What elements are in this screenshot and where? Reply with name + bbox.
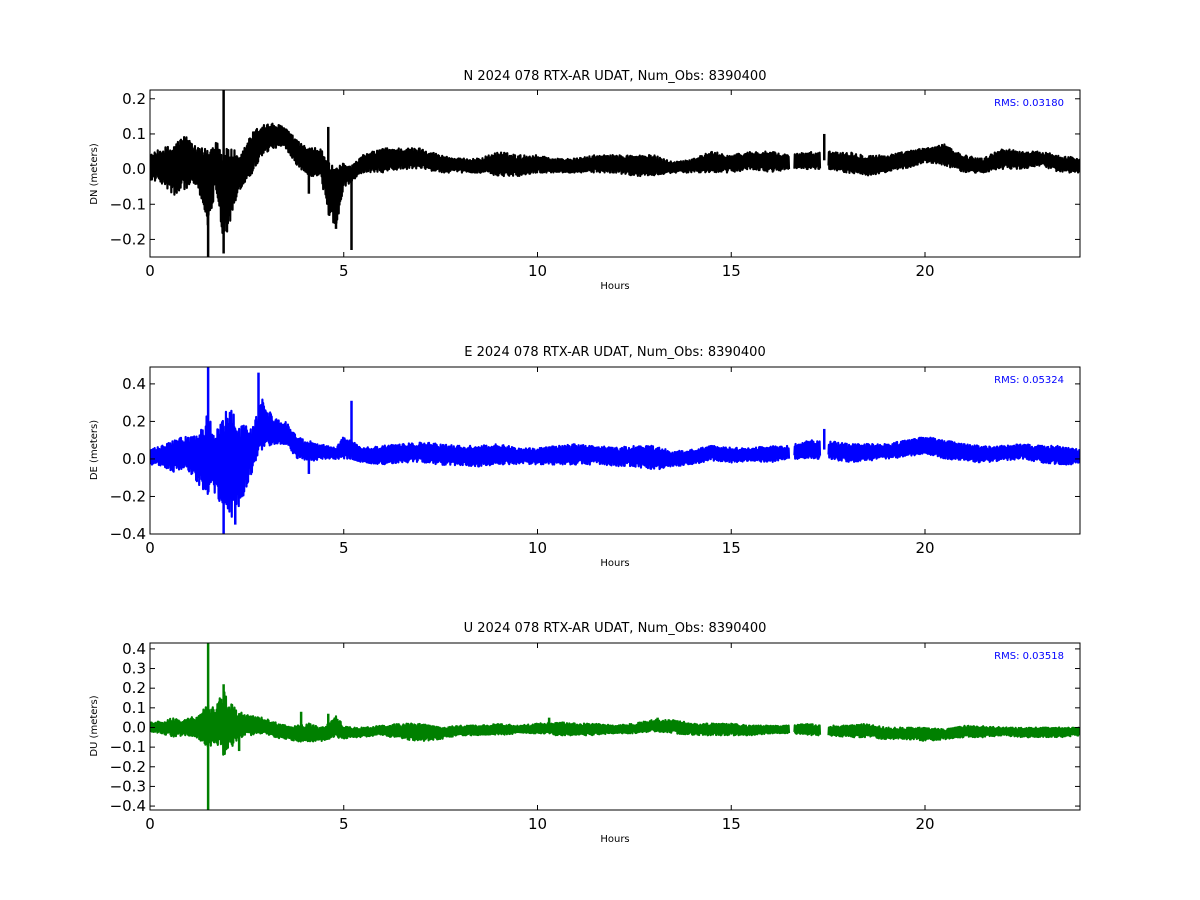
x-tick-label: 20 <box>915 815 934 833</box>
panel-title: U 2024 078 RTX-AR UDAT, Num_Obs: 8390400 <box>464 621 767 636</box>
y-tick-label: 0.2 <box>122 412 146 430</box>
y-tick-label: −0.2 <box>110 230 146 248</box>
panel-north: N 2024 078 RTX-AR UDAT, Num_Obs: 8390400… <box>89 69 1081 292</box>
x-axis-label: Hours <box>600 834 629 845</box>
x-tick-label: 15 <box>722 262 741 280</box>
x-tick-label: 20 <box>915 262 934 280</box>
panel-up: U 2024 078 RTX-AR UDAT, Num_Obs: 8390400… <box>89 621 1081 845</box>
y-tick-label: 0.4 <box>122 375 146 393</box>
y-axis-label: DN (meters) <box>89 143 100 205</box>
x-tick-label: 5 <box>339 815 349 833</box>
rms-annotation: RMS: 0.05324 <box>994 375 1064 386</box>
data-series-line <box>150 398 1080 518</box>
y-tick-label: −0.1 <box>110 738 146 756</box>
y-tick-label: −0.1 <box>110 195 146 213</box>
x-tick-label: 20 <box>915 539 934 557</box>
y-tick-label: 0.0 <box>122 160 146 178</box>
y-tick-label: −0.2 <box>110 487 146 505</box>
y-tick-label: 0.4 <box>122 640 146 658</box>
panel-title: N 2024 078 RTX-AR UDAT, Num_Obs: 8390400 <box>464 69 767 84</box>
y-tick-label: 0.2 <box>122 679 146 697</box>
y-tick-label: 0.0 <box>122 450 146 468</box>
y-axis-label: DE (meters) <box>89 420 100 480</box>
panel-title: E 2024 078 RTX-AR UDAT, Num_Obs: 8390400 <box>464 345 765 360</box>
y-tick-label: 0.2 <box>122 90 146 108</box>
y-tick-label: −0.2 <box>110 758 146 776</box>
x-axis-label: Hours <box>600 558 629 569</box>
y-tick-label: 0.3 <box>122 660 146 678</box>
y-axis-label: DU (meters) <box>89 695 100 756</box>
x-tick-label: 15 <box>722 815 741 833</box>
x-tick-label: 5 <box>339 262 349 280</box>
x-tick-label: 0 <box>145 539 155 557</box>
axes-frame <box>149 89 1081 258</box>
x-tick-label: 10 <box>528 815 547 833</box>
axes-frame <box>149 642 1081 811</box>
x-tick-label: 5 <box>339 539 349 557</box>
axes-frame <box>149 366 1081 535</box>
x-tick-label: 10 <box>528 262 547 280</box>
x-tick-label: 0 <box>145 815 155 833</box>
rms-annotation: RMS: 0.03518 <box>994 651 1064 662</box>
panel-east: E 2024 078 RTX-AR UDAT, Num_Obs: 8390400… <box>89 345 1081 569</box>
rms-annotation: RMS: 0.03180 <box>994 98 1064 109</box>
y-tick-label: −0.4 <box>110 797 146 815</box>
x-tick-label: 0 <box>145 262 155 280</box>
x-tick-label: 15 <box>722 539 741 557</box>
y-tick-label: −0.4 <box>110 525 146 543</box>
y-tick-label: 0.0 <box>122 718 146 736</box>
x-tick-label: 10 <box>528 539 547 557</box>
y-tick-label: −0.3 <box>110 777 146 795</box>
data-series-line <box>150 691 1080 756</box>
y-tick-label: 0.1 <box>122 125 146 143</box>
x-axis-label: Hours <box>600 281 629 292</box>
data-series-line <box>150 122 1080 234</box>
y-tick-label: 0.1 <box>122 699 146 717</box>
